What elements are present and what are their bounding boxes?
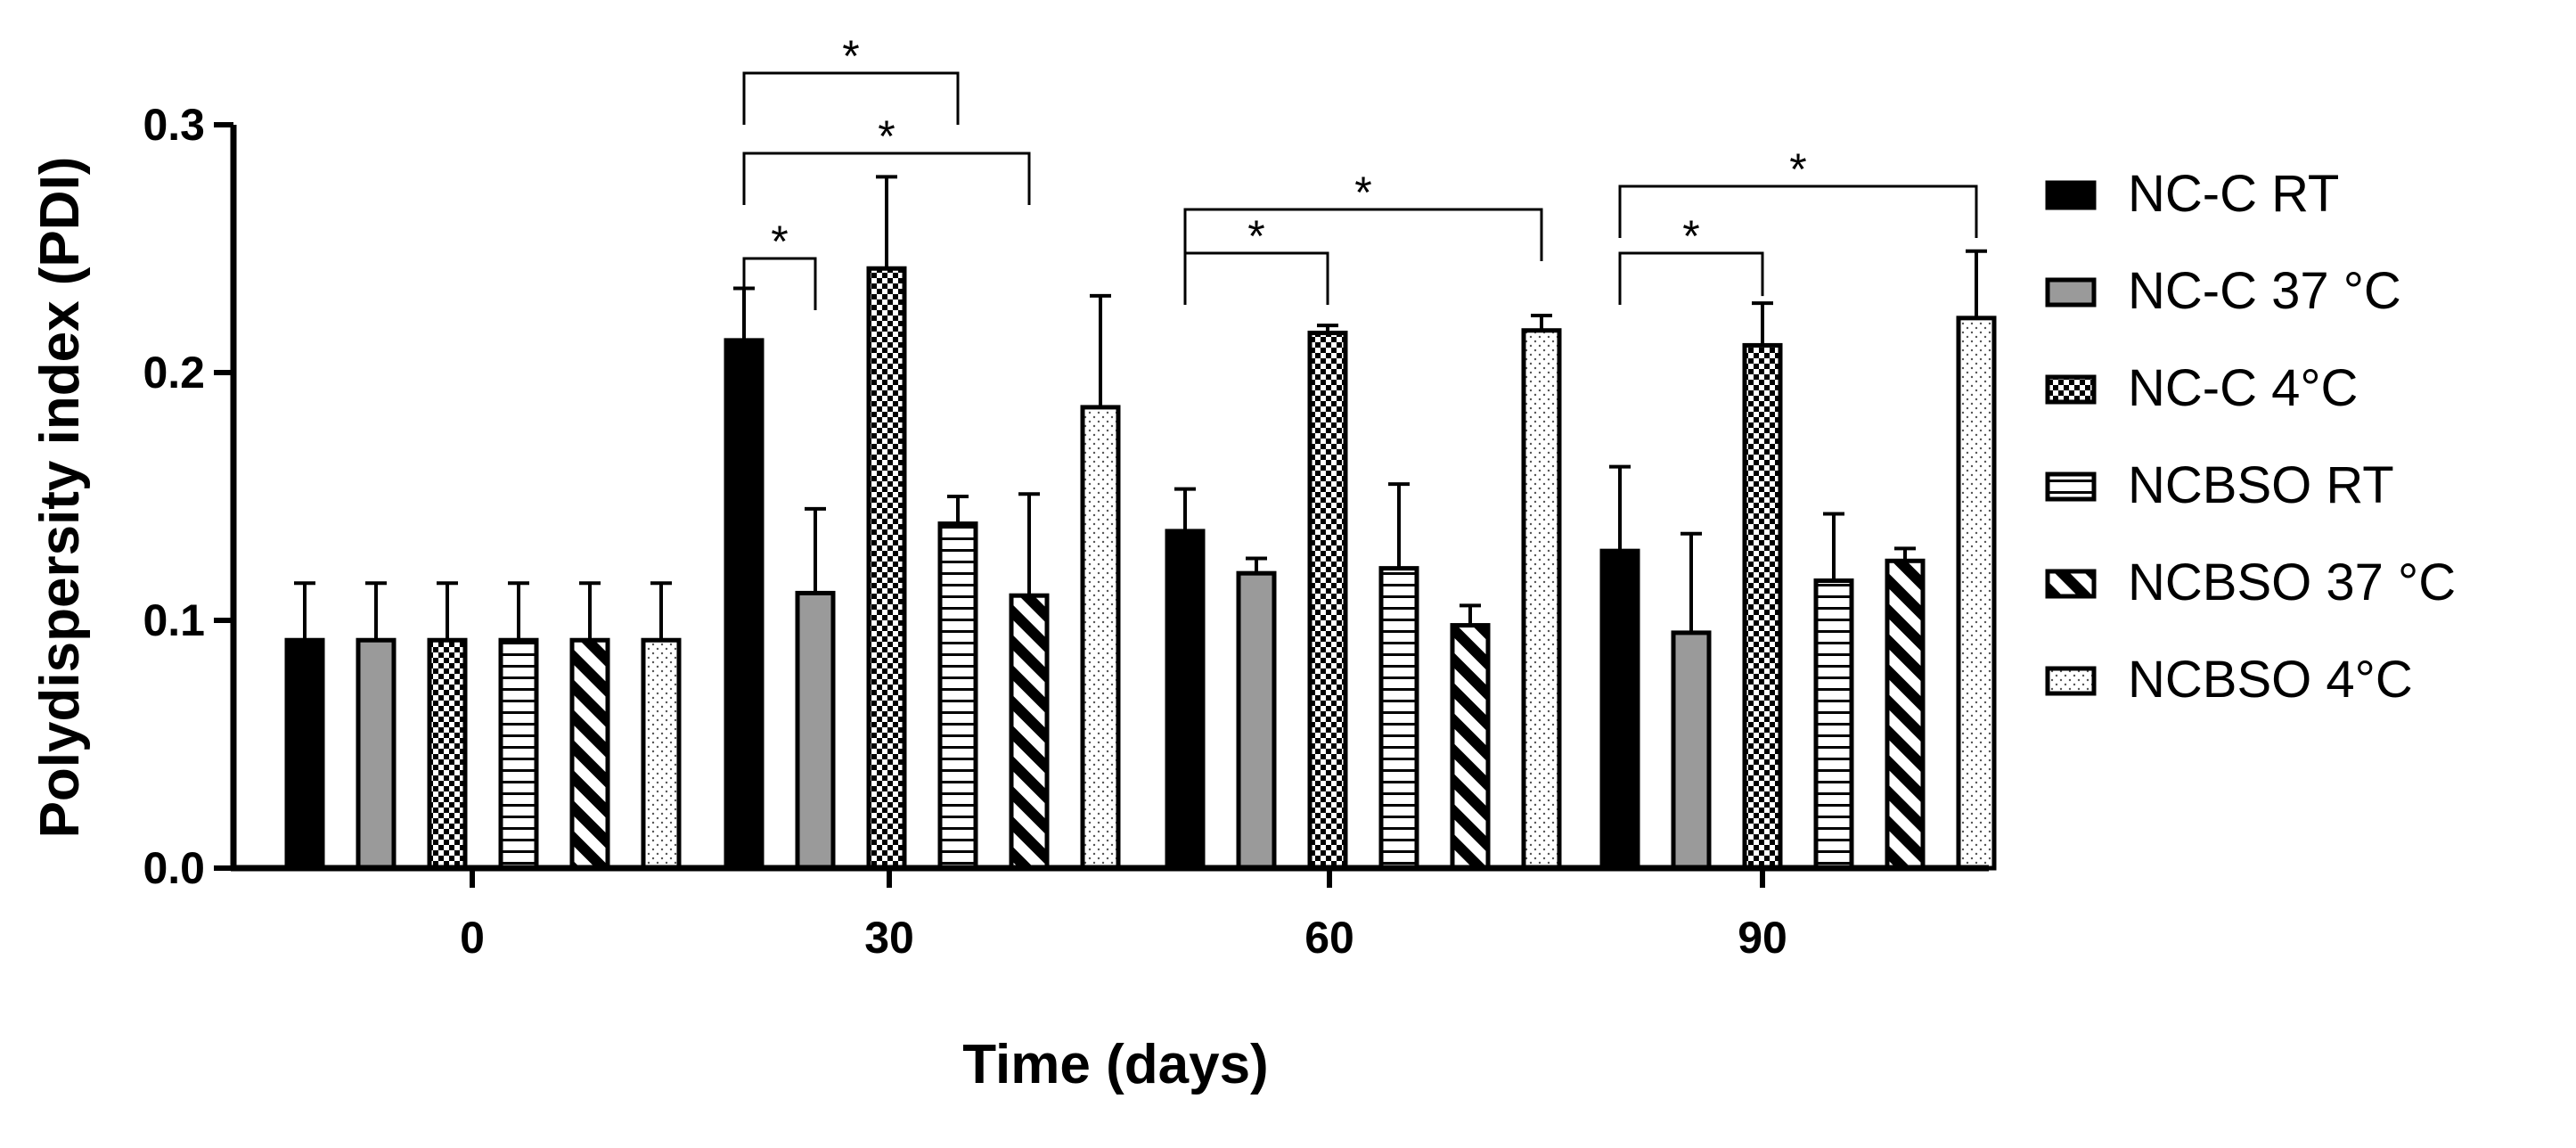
significance-star: * [771,217,788,266]
bar [1671,630,1712,871]
legend-swatch [2045,374,2097,405]
x-tick-label: 0 [460,913,485,963]
significance-star: * [878,111,895,161]
legend-label: NCBSO RT [2128,456,2394,514]
legend-label: NC-C 37 °C [2128,262,2401,320]
significance-bracket [1618,184,1978,238]
legend-label: NC-C RT [2128,165,2339,223]
bar [1307,331,1348,871]
legend-item: NCBSO 37 °C [2045,554,2456,611]
bar [1813,578,1854,871]
bar [1165,529,1206,871]
bar [569,637,610,871]
significance-bracket [1183,251,1329,305]
bar [1956,316,1997,871]
y-tick-label: 0.1 [143,595,205,645]
bar [498,637,539,871]
bar [1599,548,1640,871]
legend-swatch [2045,277,2097,308]
bar [427,637,468,871]
y-tick-label: 0.2 [143,348,205,398]
x-axis-title: Time (days) [962,1034,1268,1095]
bar [724,338,765,871]
bar [1009,593,1050,871]
y-tick-label: 0.3 [143,100,205,150]
legend-label: NC-C 4°C [2128,359,2358,417]
x-tick-label: 60 [1304,913,1354,963]
legend-swatch [2045,180,2097,210]
legend-swatch [2045,666,2097,696]
significance-star: * [842,31,859,81]
bar [937,521,978,871]
significance-bracket [742,71,960,125]
x-tick-label: 30 [864,913,914,963]
axes-layer: 0.0 0.1 0.2 0.3 0 30 60 90 [143,100,1989,963]
legend-item: NCBSO 4°C [2045,651,2413,709]
bar [1378,566,1419,871]
y-axis-title: Polydispersity index (PDI) [29,157,91,839]
bar [1080,405,1121,871]
bars-layer [284,175,1997,871]
legend-item: NC-C 4°C [2045,359,2358,417]
bar [641,637,682,871]
significance-bracket [742,257,817,310]
bar [1450,623,1491,871]
legend-item: NC-C RT [2045,165,2339,223]
legend-item: NCBSO RT [2045,456,2394,514]
bar [795,590,836,871]
significance-star: * [1354,168,1371,217]
significance-star: * [1789,144,1806,194]
legend-swatch [2045,472,2097,502]
bar [356,637,397,871]
bar [1742,342,1783,871]
bar [866,266,907,871]
significance-bracket [742,152,1031,205]
x-tick-label: 90 [1738,913,1787,963]
legend-label: NCBSO 4°C [2128,651,2413,709]
legend-swatch [2045,569,2097,599]
y-tick-label: 0.0 [143,843,205,893]
bar [1236,570,1277,871]
significance-bracket [1183,208,1543,261]
significance-bracket [1618,251,1764,305]
legend-label: NCBSO 37 °C [2128,554,2456,611]
bar [1885,558,1926,871]
bar [1521,328,1562,871]
bar [284,637,325,871]
significance-star: * [1247,211,1264,261]
legend: NC-C RT NC-C 37 °C NC-C 4°C NCBSO RT NCBSO 3… [2045,165,2456,709]
legend-item: NC-C 37 °C [2045,262,2401,320]
significance-star: * [1682,211,1699,261]
significance-layer: * * * * * * * [742,31,1978,310]
